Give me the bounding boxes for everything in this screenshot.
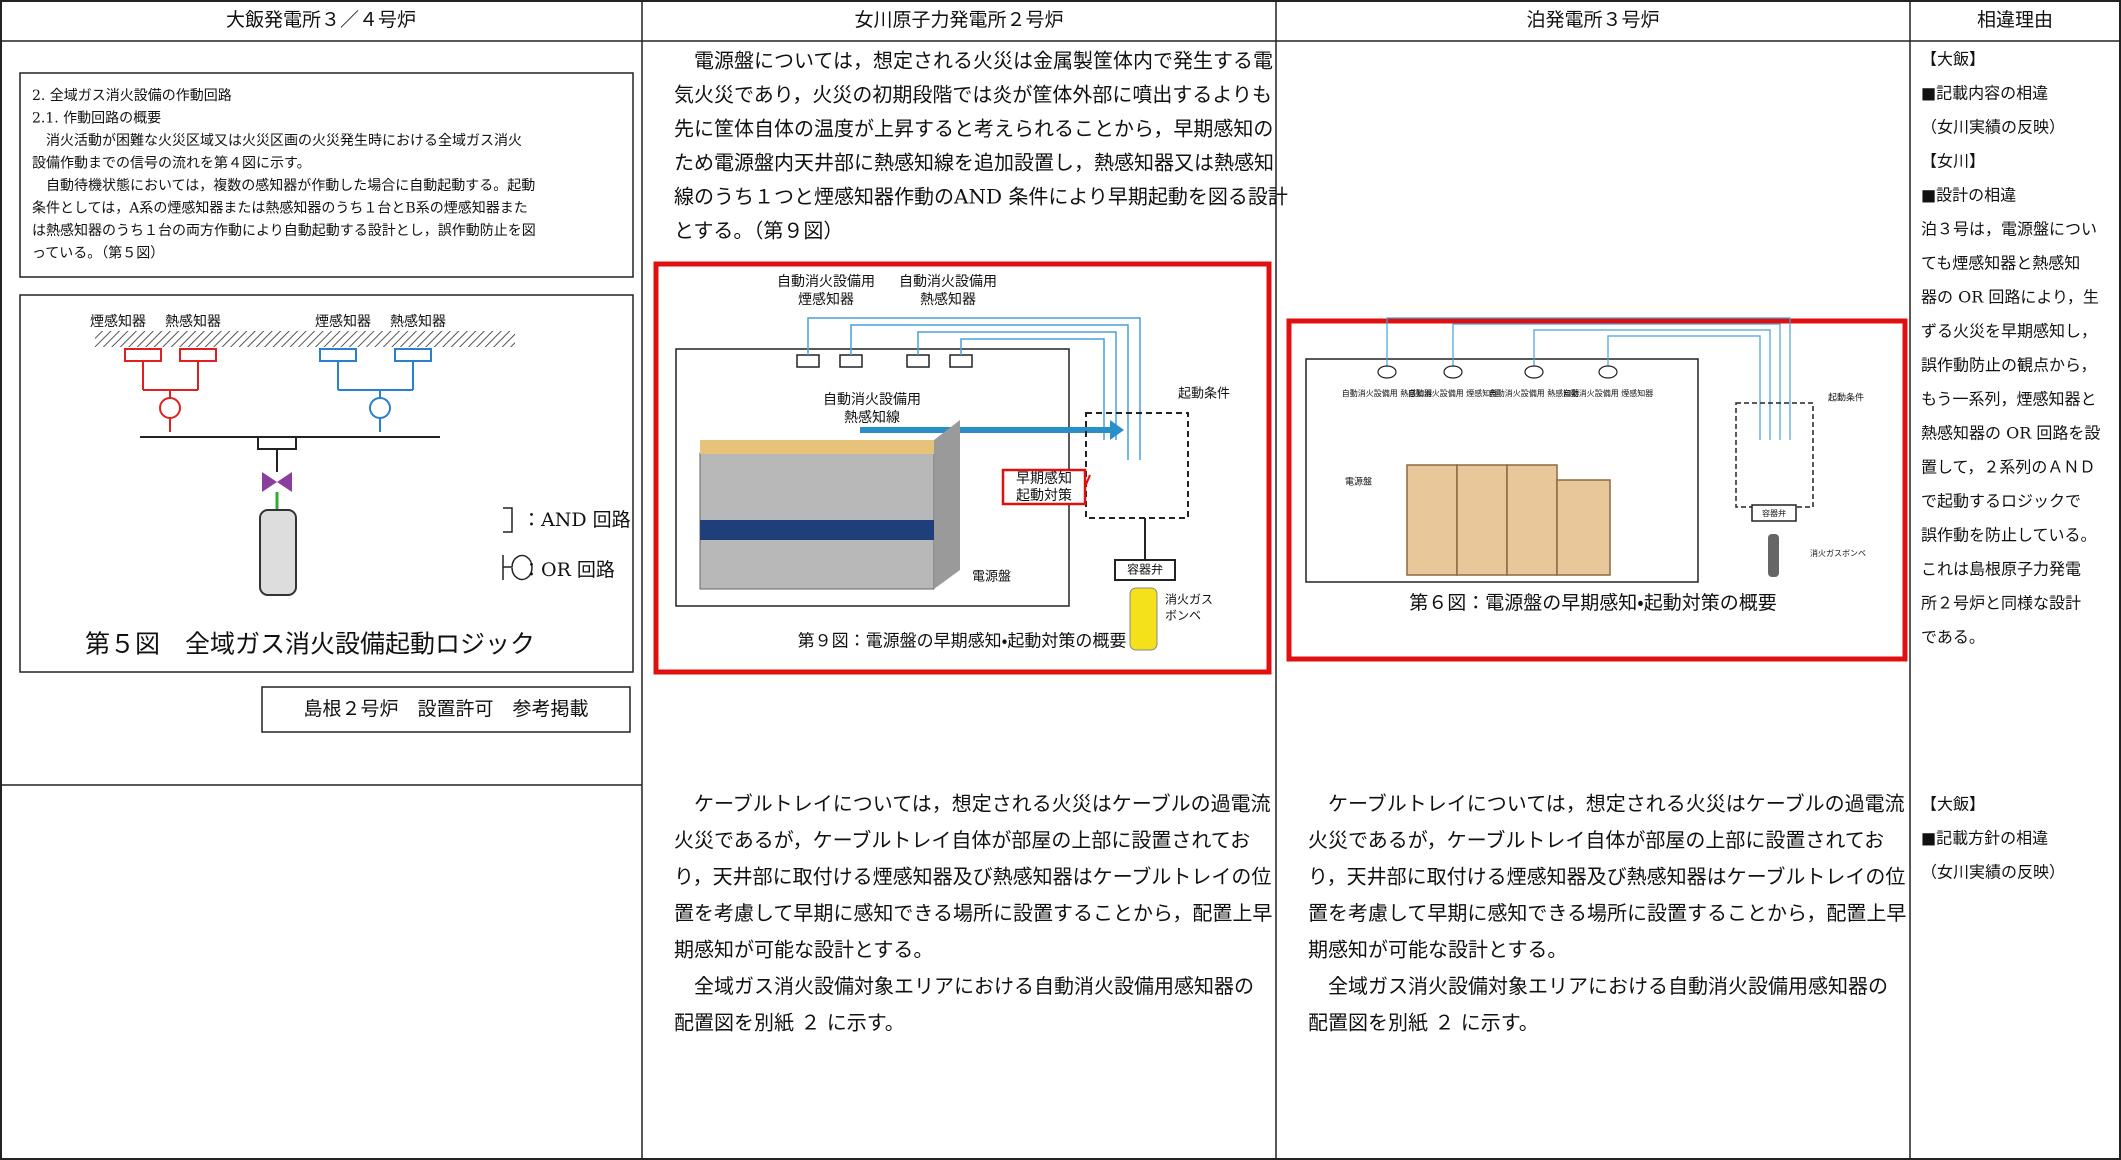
body-text: 全域ガス消火設備対象エリアにおける自動消火設備用感知器の [1308,974,1888,998]
body-text: り，天井部に取付ける煙感知器及び熱感知器はケーブルトレイの位 [1308,865,1905,889]
diagram-label: 熱感知線 [844,409,900,426]
detector-label: 熱感知器 [390,313,446,330]
body-text: 置を考慮して早期に感知できる場所に設置することから，配置上早 [674,901,1272,925]
body-text: 設備作動までの信号の流れを第４図に示す。 [32,155,311,172]
note-box [261,686,631,733]
body-text: 火災であるが，ケーブルトレイ自体が部屋の上部に設置されてお [674,828,1250,852]
diagram-label: 起動条件 [1828,392,1864,404]
body-text: 線のうち１つと煙感知器作動のAND 条件により早期起動を図る設計 [674,185,1288,209]
body-text: っている。（第５図） [32,245,164,262]
body-text: 消火活動が困難な火災区域又は火災区画の火災発生時における全域ガス消火 [32,133,522,149]
body-text: 2. 全域ガス消火設備の作動回路 [32,88,232,104]
diagram-label: 自動消火設備用 [823,392,921,408]
detector-label: 煙感知器 [90,313,146,330]
reason-text: 誤作動を防止している。 [1921,526,2097,545]
body-text: 火災であるが，ケーブルトレイ自体が部屋の上部に設置されてお [1308,828,1884,852]
figure-box [19,294,634,673]
figure-caption: 第５図 全域ガス消火設備起動ロジック [85,630,535,659]
body-text: 条件としては，A系の煙感知器または熱感知器のうち１台とB系の煙感知器また [32,200,528,217]
diagram-label: ボンベ [1165,609,1201,623]
reason-text: 【女川】 [1921,152,1985,171]
text-box [19,72,634,278]
diagram-label: 電源盤 [972,570,1011,585]
body-text: 自動待機状態においては，複数の感知器が作動した場合に自動起動する。起動 [32,177,535,194]
reason-text: （女川実績の反映） [1921,863,2065,882]
body-text: 電源盤については，想定される火災は金属製筐体内で発生する電 [674,49,1273,73]
body-text: ケーブルトレイについては，想定される火災はケーブルの過電流 [1308,792,1905,816]
column-header: 女川原子力発電所２号炉 [854,9,1063,31]
figure-caption: 第９図：電源盤の早期感知・起動対策の概要 [798,632,1127,652]
reason-text: 器の OR 回路により，生 [1921,288,2099,307]
body-text: ケーブルトレイについては，想定される火災はケーブルの過電流 [674,792,1271,816]
diagram-label: 自動消火設備用 熱感知器 [1489,388,1580,398]
reason-text: もう一系列，煙感知器と [1921,390,2097,409]
reason-text: 所２号炉と同様な設計 [1921,594,2081,613]
body-text: 配置図を別紙 ２ に示す。 [1308,1011,1539,1035]
reason-text: ずる火災を早期感知し， [1921,322,2097,341]
body-text: 期感知が可能な設計とする。 [674,938,933,962]
diagram-label: 早期感知 [1016,470,1072,487]
body-text: とする。（第９図） [674,219,843,243]
figure-caption: 第６図：電源盤の早期感知・起動対策の概要 [1409,592,1776,614]
column-header: 相違理由 [1977,9,2053,31]
diagram-label: 自動消火設備用 熱感知器 [1342,388,1433,398]
body-text: は熱感知器のうち１台の両方作動により自動起動する設計とし，誤作動防止を図 [32,222,536,239]
reason-text: 【大飯】 [1921,795,1985,814]
diagram-label: 容器弁 [1762,508,1786,518]
reason-text: これは島根原子力発電 [1921,560,2081,579]
figure-6-drawing [1305,317,1814,583]
reason-text: ■設計の相違 [1921,186,2016,205]
diagram-label: 自動消火設備用 煙感知器 [1563,388,1654,398]
note: 島根２号炉 設置許可 参考掲載 [303,698,588,720]
body-text: 全域ガス消火設備対象エリアにおける自動消火設備用感知器の [674,974,1254,998]
diagram-label: 自動消火設備用 [777,274,875,290]
diagram-label: 煙感知器 [798,291,854,308]
reason-text: ■記載内容の相違 [1921,84,2048,103]
reason-text: ■記載方針の相違 [1921,829,2048,848]
diagram-label: 熱感知器 [920,291,976,308]
body-text: り，天井部に取付ける煙感知器及び熱感知器はケーブルトレイの位 [674,865,1271,889]
diagram-label: 自動消火設備用 [899,274,997,290]
body-text: 置を考慮して早期に感知できる場所に設置することから，配置上早 [1308,901,1906,925]
diagram-label: 自動消火設備用 煙感知器 [1408,388,1499,398]
diagram-label: 起動対策 [1016,487,1072,504]
reason-text: 置して，２系列のＡＮＤ [1921,458,2095,477]
column-header: 大飯発電所３／４号炉 [226,9,416,31]
reason-text: である。 [1921,628,1985,647]
body-text: 2.1. 作動回路の概要 [32,111,161,127]
detector-label: 煙感知器 [315,313,371,330]
detector-label: 熱感知器 [165,313,221,330]
column-header: 泊発電所３号炉 [1526,9,1659,31]
diagram-label: 電源盤 [1345,476,1372,488]
body-text: 気火災であり，火災の初期段階では炎が筐体外部に噴出するよりも [674,83,1272,107]
reason-text: で起動するロジックで [1921,492,2081,511]
highlight-frame [1286,318,1908,662]
reason-text: 誤作動防止の観点から， [1921,356,2097,375]
body-text: 配置図を別紙 ２ に示す。 [674,1011,905,1035]
reason-text: 【大飯】 [1921,50,1985,69]
diagram-label: 起動条件 [1178,386,1230,402]
body-text: 期感知が可能な設計とする。 [1308,938,1567,962]
reason-text: ても煙感知器と熱感知 [1921,254,2080,273]
highlight-frame [653,261,1272,675]
diagram-label: 消火ガス [1165,593,1213,607]
figure-5-drawing [95,331,533,596]
reason-text: （女川実績の反映） [1921,118,2065,137]
diagram-label: 消火ガスボンベ [1810,548,1866,558]
reason-text: 泊３号は，電源盤につい [1921,220,2097,239]
body-text: ため電源盤内天井部に熱感知線を追加設置し，熱感知器又は熱感知 [674,151,1274,175]
figure-9-drawing [675,317,1189,651]
reason-text: 熱感知器の OR 回路を設 [1921,424,2100,443]
legend-label: ：AND 回路 [522,509,631,531]
diagram-label: 容器弁 [1127,562,1163,577]
body-text: 先に筐体自体の温度が上昇すると考えられることから，早期感知の [674,117,1273,141]
legend-label: ：OR 回路 [522,559,615,581]
